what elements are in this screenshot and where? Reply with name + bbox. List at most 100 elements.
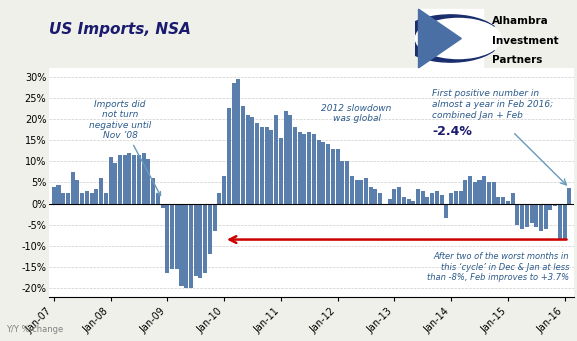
Bar [246, 115, 250, 204]
Bar [454, 191, 458, 204]
Bar [170, 204, 174, 269]
Bar [208, 204, 212, 254]
Bar [66, 193, 70, 204]
Bar [340, 161, 344, 204]
Bar [231, 83, 235, 204]
Bar [317, 140, 321, 204]
Bar [52, 187, 56, 204]
Bar [416, 189, 420, 204]
Bar [118, 155, 122, 204]
Bar [563, 204, 567, 239]
Text: US Imports, NSA: US Imports, NSA [49, 22, 191, 37]
Bar [525, 204, 529, 227]
Bar [487, 182, 491, 204]
Bar [411, 202, 415, 204]
Bar [189, 204, 193, 288]
Bar [515, 204, 519, 225]
Bar [236, 79, 240, 204]
Bar [274, 115, 278, 204]
Bar [473, 182, 477, 204]
Bar [279, 138, 283, 204]
Text: First positive number in: First positive number in [432, 89, 539, 98]
Text: Partners: Partners [492, 55, 542, 65]
Bar [141, 153, 145, 204]
Bar [312, 134, 316, 204]
Bar [482, 176, 486, 204]
Bar [397, 187, 401, 204]
Wedge shape [415, 18, 501, 59]
Text: almost a year in Feb 2016;: almost a year in Feb 2016; [432, 100, 553, 109]
Bar [364, 178, 368, 204]
Bar [99, 178, 103, 204]
Bar [378, 193, 382, 204]
Polygon shape [418, 9, 462, 68]
Bar [558, 204, 562, 239]
Bar [302, 134, 306, 204]
Bar [241, 106, 245, 204]
Bar [506, 202, 510, 204]
Bar [373, 189, 377, 204]
Bar [425, 197, 429, 204]
Bar [255, 123, 259, 204]
Bar [80, 193, 84, 204]
Bar [94, 189, 98, 204]
Wedge shape [400, 15, 494, 62]
Bar [175, 204, 179, 269]
Bar [421, 191, 425, 204]
Bar [336, 149, 340, 204]
Bar [147, 159, 151, 204]
Bar [511, 193, 515, 204]
Bar [132, 155, 136, 204]
Bar [283, 110, 287, 204]
Bar [492, 182, 496, 204]
Text: combined Jan + Feb: combined Jan + Feb [432, 110, 523, 119]
Bar [123, 155, 127, 204]
Bar [463, 180, 467, 204]
Bar [89, 193, 93, 204]
Bar [388, 199, 392, 204]
Bar [293, 128, 297, 204]
Bar [567, 188, 571, 204]
Bar [392, 189, 396, 204]
Text: After two of the worst months in
this ‘cycle’ in Dec & Jan at less
than -8%, Feb: After two of the worst months in this ‘c… [427, 252, 569, 282]
Bar [549, 204, 552, 210]
Bar [468, 176, 472, 204]
Bar [265, 128, 269, 204]
Bar [350, 176, 354, 204]
Bar [160, 204, 164, 208]
Bar [184, 204, 188, 288]
Bar [212, 204, 216, 231]
Bar [227, 108, 231, 204]
Bar [298, 132, 302, 204]
Text: Alhambra: Alhambra [492, 16, 549, 26]
Bar [108, 157, 113, 204]
Bar [501, 197, 505, 204]
Bar [260, 128, 264, 204]
Text: Y/Y % change: Y/Y % change [6, 325, 63, 334]
Bar [128, 153, 132, 204]
Bar [530, 204, 534, 223]
Bar [553, 204, 557, 206]
Bar [345, 161, 349, 204]
Bar [194, 204, 198, 276]
Bar [496, 197, 500, 204]
Bar [151, 178, 155, 204]
Bar [369, 187, 373, 204]
Bar [137, 155, 141, 204]
Bar [449, 193, 453, 204]
Bar [418, 9, 483, 68]
Bar [218, 193, 222, 204]
Bar [165, 204, 169, 273]
Bar [113, 163, 117, 204]
Bar [444, 204, 448, 218]
Text: Investment: Investment [492, 36, 559, 46]
Bar [85, 191, 89, 204]
Bar [430, 193, 434, 204]
Bar [269, 130, 273, 204]
Bar [198, 204, 203, 278]
Bar [435, 191, 439, 204]
Bar [402, 197, 406, 204]
Bar [71, 172, 74, 204]
Bar [156, 193, 160, 204]
Bar [539, 204, 543, 231]
